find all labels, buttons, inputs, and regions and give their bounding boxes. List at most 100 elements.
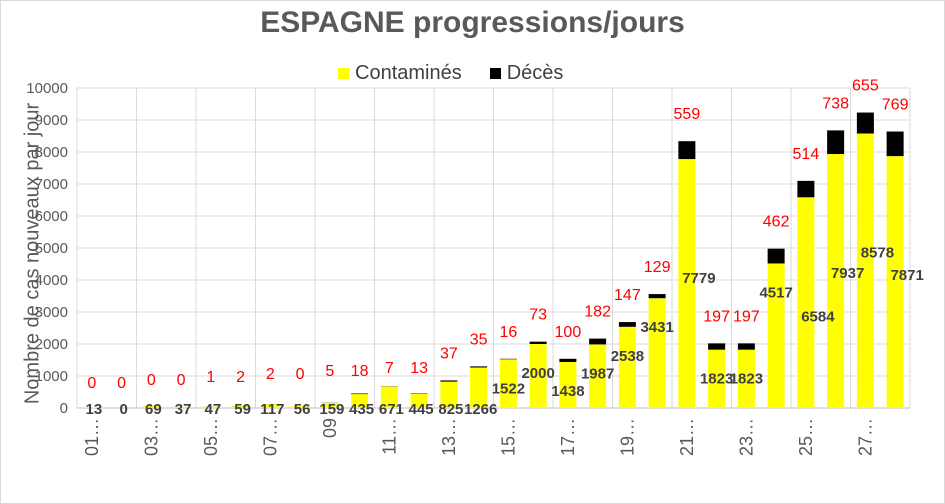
y-tick-label: 8000 xyxy=(35,144,68,161)
x-tick-label: 17… xyxy=(558,418,578,456)
legend-item-deces: Décès xyxy=(489,62,563,85)
x-tick-label: 15… xyxy=(498,418,518,456)
data-label-contamines: 2538 xyxy=(611,348,644,365)
bar-contamines xyxy=(886,156,904,408)
bar-contamines xyxy=(678,159,696,408)
bar-contamines xyxy=(440,381,458,408)
data-label-contamines: 7871 xyxy=(890,267,923,284)
data-label-deces: 7 xyxy=(385,360,394,377)
bar-deces xyxy=(708,343,726,350)
legend-swatch-deces xyxy=(489,68,501,79)
y-tick-label: 5000 xyxy=(35,240,68,257)
data-label-contamines: 1266 xyxy=(464,401,497,418)
bar-contamines xyxy=(202,406,220,408)
x-tick-label: 27… xyxy=(855,418,875,456)
data-label-deces: 73 xyxy=(529,307,547,324)
data-label-contamines: 6584 xyxy=(801,308,835,325)
bar-contamines xyxy=(589,344,607,408)
bar-contamines xyxy=(321,402,339,408)
data-label-deces: 0 xyxy=(177,372,186,389)
data-label-contamines: 2000 xyxy=(521,365,554,382)
data-label-contamines: 1522 xyxy=(492,380,525,397)
bar-contamines xyxy=(172,406,190,408)
data-label-contamines: 8578 xyxy=(861,245,894,262)
data-label-deces: 2 xyxy=(266,366,275,383)
data-label-contamines: 1438 xyxy=(551,383,584,400)
bar-contamines xyxy=(648,298,666,408)
y-tick-label: 10000 xyxy=(26,80,68,97)
data-label-deces: 182 xyxy=(584,304,611,321)
data-label-deces: 0 xyxy=(117,375,126,392)
x-tick-label: 21… xyxy=(677,418,697,456)
data-label-deces: 16 xyxy=(499,324,517,341)
bar-contamines xyxy=(856,133,874,408)
data-label-contamines: 7937 xyxy=(831,265,864,282)
data-label-deces: 514 xyxy=(793,146,820,163)
x-tick-label: 23… xyxy=(736,418,756,456)
legend-swatch-contamines xyxy=(338,68,349,79)
data-label-deces: 37 xyxy=(440,345,458,362)
data-label-deces: 2 xyxy=(236,369,245,386)
data-label-contamines: 1987 xyxy=(581,365,614,382)
data-label-contamines: 4517 xyxy=(759,284,792,301)
legend-label-contamines: Contaminés xyxy=(355,62,462,84)
data-label-contamines: 7779 xyxy=(682,270,715,287)
data-label-contamines: 435 xyxy=(349,401,374,418)
bar-contamines xyxy=(232,406,250,408)
bar-deces xyxy=(529,341,547,344)
bar-deces xyxy=(589,338,607,345)
bar-deces xyxy=(886,131,904,157)
data-label-contamines: 0 xyxy=(119,401,127,418)
bar-deces xyxy=(678,141,696,160)
data-label-contamines: 47 xyxy=(205,401,222,418)
data-label-contamines: 159 xyxy=(319,401,344,418)
data-label-deces: 35 xyxy=(470,331,488,348)
bar-deces xyxy=(618,322,636,327)
legend-item-contamines: Contaminés xyxy=(338,62,462,85)
y-tick-label: 6000 xyxy=(35,208,68,225)
y-tick-label: 7000 xyxy=(35,176,68,193)
data-label-contamines: 37 xyxy=(175,401,192,418)
x-tick-label: 09 xyxy=(320,418,340,438)
bar-deces xyxy=(559,358,577,362)
bar-contamines xyxy=(291,406,309,408)
data-label-deces: 0 xyxy=(87,375,96,392)
bar-deces xyxy=(648,294,666,299)
data-label-contamines: 1823 xyxy=(730,371,763,388)
bar-deces xyxy=(351,393,369,395)
data-label-contamines: 445 xyxy=(409,401,434,418)
y-tick-label: 9000 xyxy=(35,112,68,129)
bar-deces xyxy=(856,112,874,134)
data-label-contamines: 69 xyxy=(145,401,162,418)
bar-contamines xyxy=(499,359,517,408)
bar-deces xyxy=(440,380,458,382)
bar-contamines xyxy=(708,349,726,408)
data-label-contamines: 825 xyxy=(438,401,463,418)
bar-contamines xyxy=(380,386,398,408)
data-label-deces: 147 xyxy=(614,287,641,304)
y-tick-label: 2000 xyxy=(35,336,68,353)
bar-deces xyxy=(767,248,785,264)
bar-contamines xyxy=(767,263,785,408)
x-tick-label: 11… xyxy=(379,418,399,455)
bar-contamines xyxy=(529,344,547,408)
data-label-deces: 0 xyxy=(296,366,305,383)
y-tick-label: 4000 xyxy=(35,272,68,289)
bar-deces xyxy=(499,358,517,360)
bar-contamines xyxy=(351,394,369,408)
data-label-contamines: 671 xyxy=(379,401,404,418)
data-label-contamines: 1823 xyxy=(700,371,733,388)
data-label-deces: 197 xyxy=(733,308,760,325)
bar-contamines xyxy=(559,361,577,408)
y-tick-label: 3000 xyxy=(35,304,68,321)
bar-deces xyxy=(737,343,755,350)
y-tick-label: 1000 xyxy=(35,368,68,385)
data-label-deces: 462 xyxy=(763,214,790,231)
bar-deces xyxy=(827,130,845,155)
data-label-deces: 0 xyxy=(147,372,156,389)
bar-contamines xyxy=(737,349,755,408)
data-label-contamines: 56 xyxy=(294,401,311,418)
bar-contamines xyxy=(797,197,815,408)
data-label-deces: 769 xyxy=(882,97,909,114)
